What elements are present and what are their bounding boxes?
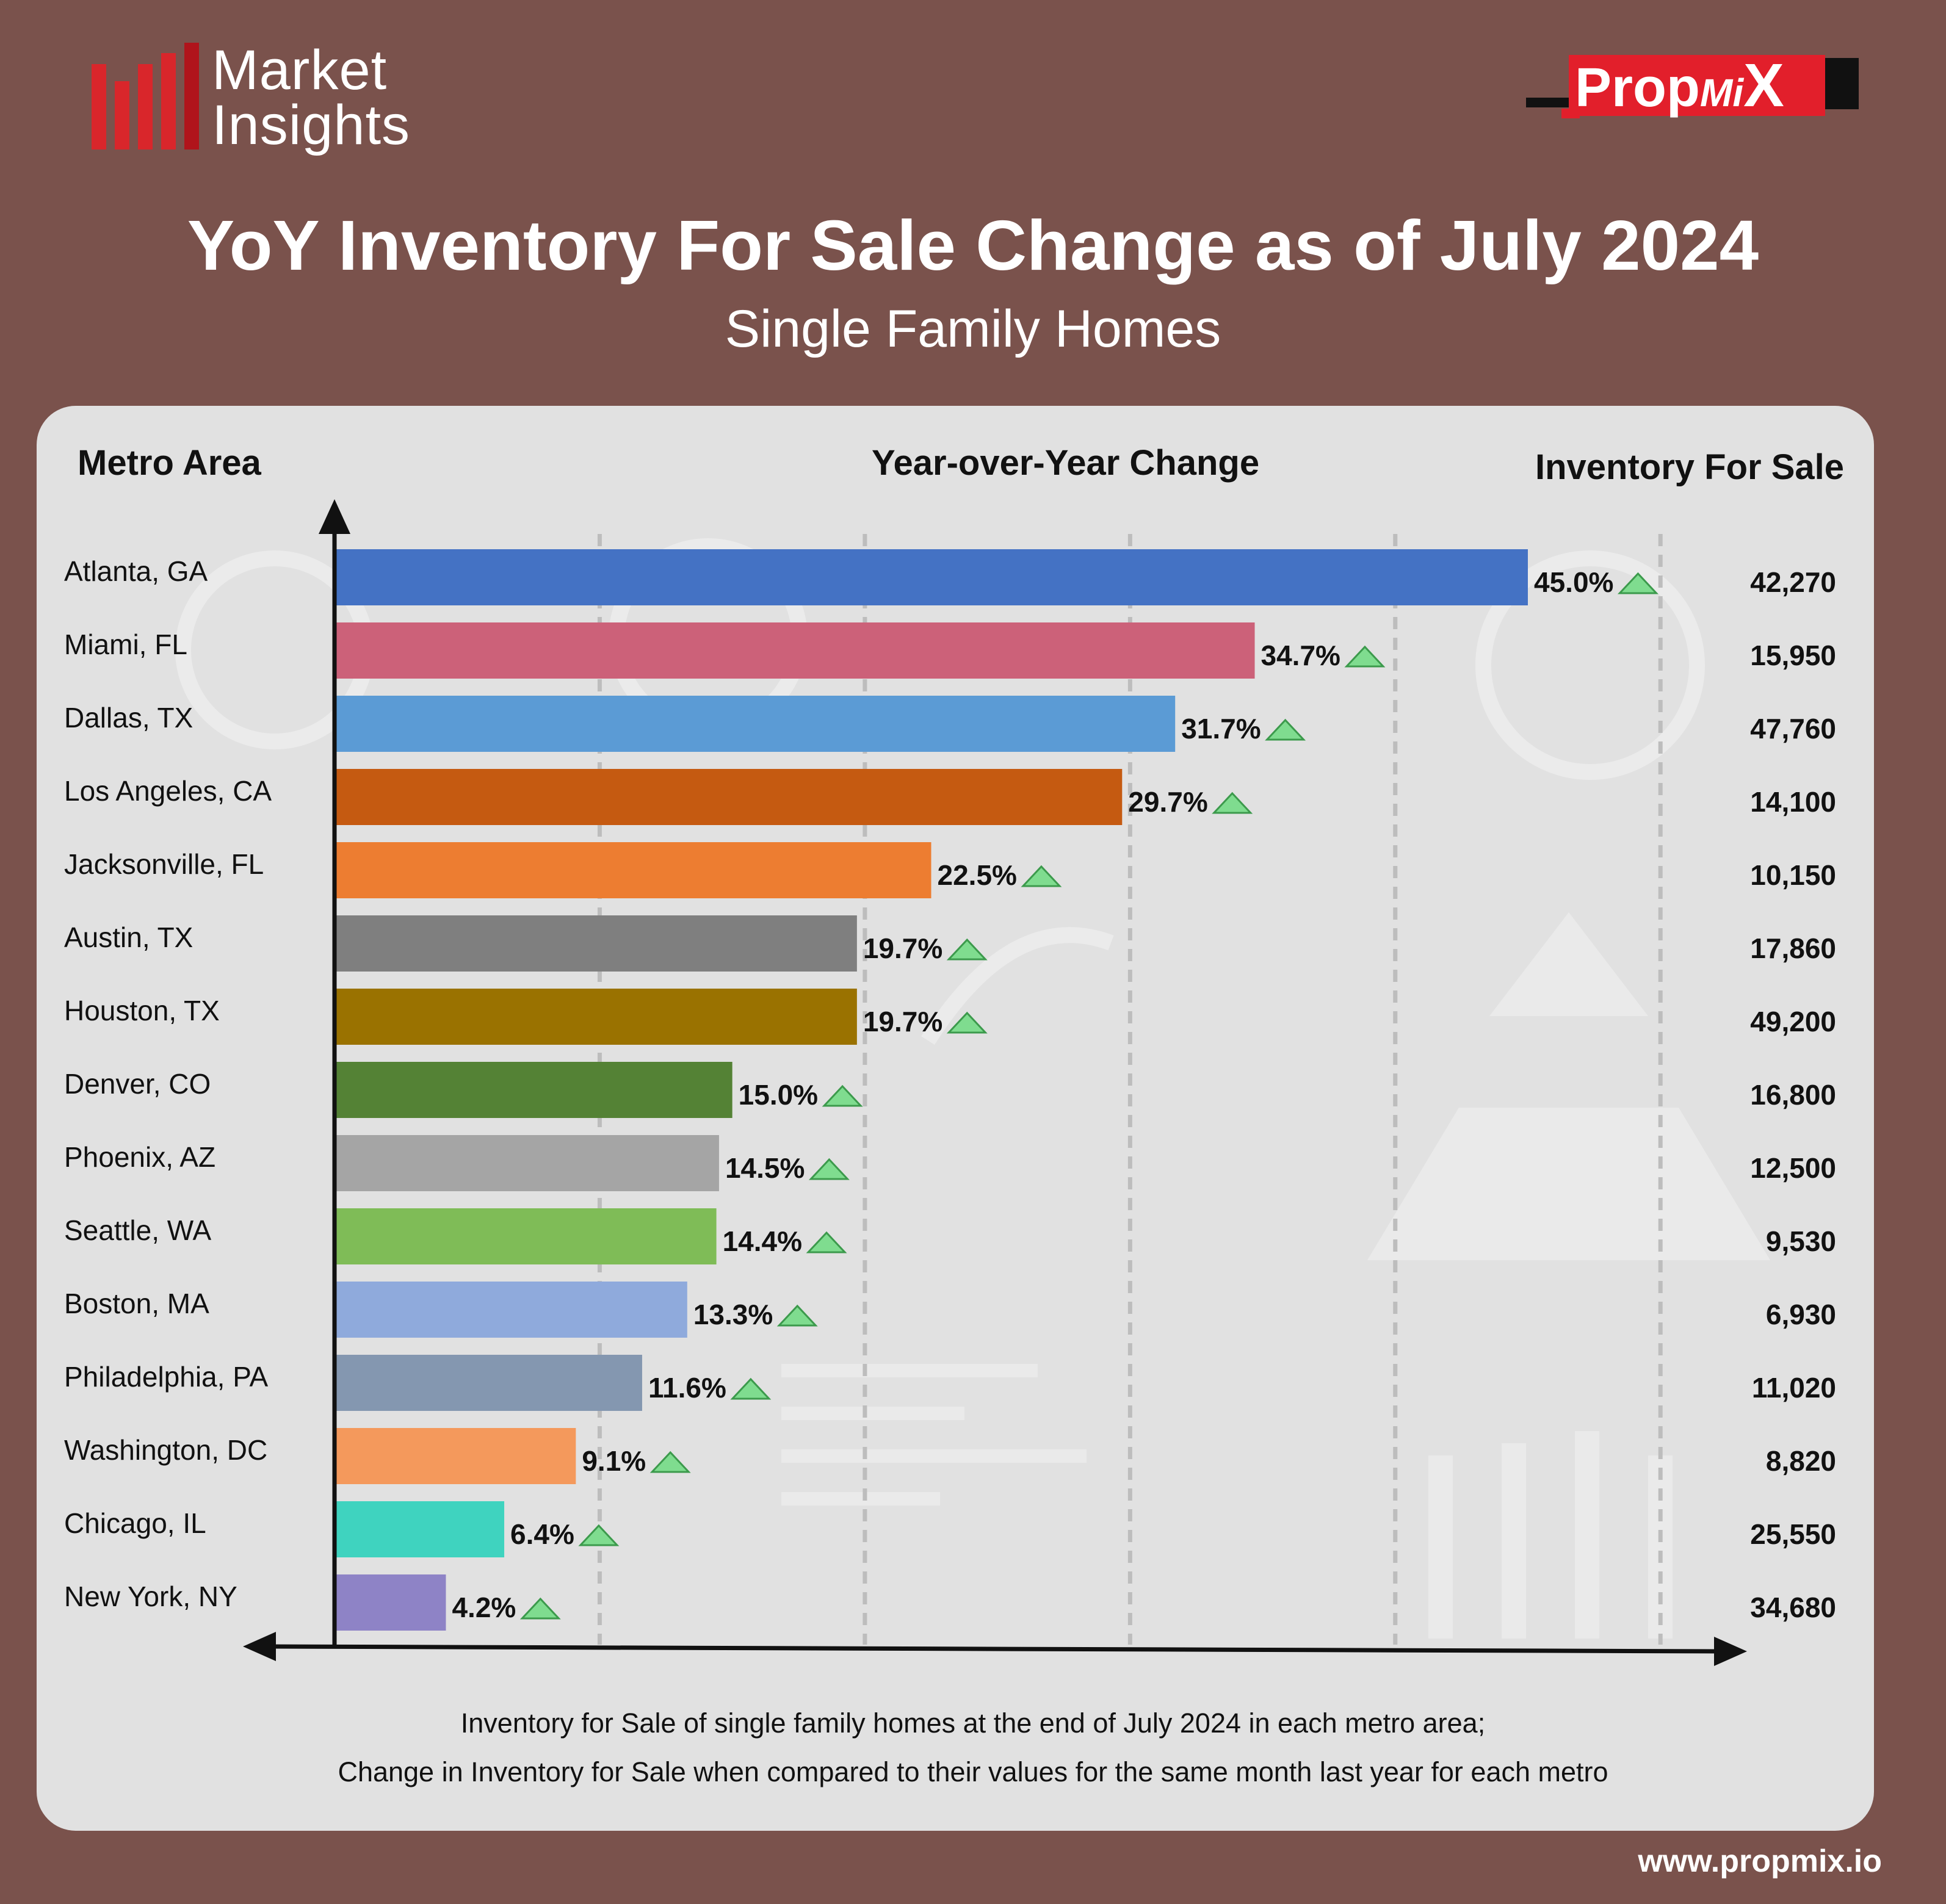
up-triangle-icon [808,1158,850,1180]
inventory-value: 6,930 [1766,1299,1836,1330]
category-label: Philadelphia, PA [64,1361,268,1393]
bar [335,1574,446,1631]
bar [335,915,857,972]
category-label: Miami, FL [64,629,187,660]
up-triangle-icon [649,1451,691,1473]
bar-chart-icon [92,43,199,150]
category-label: Chicago, IL [64,1507,206,1539]
propmix-logo: PropMiX [1526,55,1859,125]
up-triangle-icon [578,1524,620,1546]
up-triangle-icon [1212,792,1253,814]
y-axis-arrow-icon [319,499,350,534]
value-label: 14.5% [725,1152,805,1184]
up-triangle-icon [822,1084,863,1107]
inventory-value: 8,820 [1766,1445,1836,1477]
inventory-value: 34,680 [1750,1592,1836,1623]
brand-line-2: Insights [212,94,411,156]
up-triangle-icon [776,1304,818,1327]
inventory-value: 11,020 [1752,1372,1836,1404]
bar [335,1355,642,1411]
value-label: 6.4% [510,1518,574,1550]
column-header-inventory: Inventory For Sale [1535,447,1845,487]
up-triangle-icon [1021,865,1062,887]
value-label: 4.2% [452,1592,516,1623]
category-label: Austin, TX [64,921,193,953]
chart-subtitle: Single Family Homes [725,300,1221,358]
value-label: 31.7% [1181,713,1261,745]
category-label: Phoenix, AZ [64,1141,215,1173]
category-label: Jacksonville, FL [64,848,264,880]
bar [335,1501,505,1557]
inventory-value: 47,760 [1750,713,1836,745]
value-label: 11.6% [648,1372,726,1404]
inventory-value: 10,150 [1750,859,1836,891]
value-label: 15.0% [739,1079,818,1111]
up-triangle-icon [1344,645,1386,668]
value-label: 13.3% [693,1299,773,1330]
bar [335,842,931,898]
category-label: Boston, MA [64,1288,209,1319]
category-label: Houston, TX [64,995,220,1026]
inventory-value: 16,800 [1750,1079,1836,1111]
footnote-line-1: Inventory for Sale of single family home… [460,1707,1486,1739]
market-insights-brand: Market Insights [92,39,411,156]
value-label: 14.4% [723,1225,802,1257]
column-header-metro: Metro Area [78,443,261,483]
up-triangle-icon [519,1597,561,1620]
up-triangle-icon [806,1231,847,1253]
inventory-value: 9,530 [1766,1225,1836,1257]
bar [335,622,1255,679]
x-axis-left-arrow-icon [243,1632,276,1661]
brand-line-1: Market [212,39,388,101]
up-triangle-icon [1617,572,1658,594]
category-label: Dallas, TX [64,702,193,734]
category-label: Washington, DC [64,1434,267,1466]
bar [335,1062,732,1118]
inventory-value: 49,200 [1750,1006,1836,1037]
inventory-value: 12,500 [1750,1152,1836,1184]
website-url: www.propmix.io [1638,1844,1882,1879]
inventory-value: 15,950 [1750,640,1836,671]
inventory-value: 17,860 [1750,932,1836,964]
bar [335,769,1123,825]
logo-suffix: X [1743,51,1784,120]
value-label: 34.7% [1261,640,1340,671]
value-label: 9.1% [582,1445,646,1477]
x-axis-right-arrow-icon [1714,1637,1747,1666]
up-triangle-icon [946,1011,988,1034]
logo-prefix: Prop [1575,57,1701,118]
column-header-change: Year-over-Year Change [872,443,1260,483]
value-label: 19.7% [863,1006,942,1037]
up-triangle-icon [946,938,988,961]
up-triangle-icon [1265,718,1306,741]
value-label: 29.7% [1128,786,1207,818]
bar [335,1282,687,1338]
category-label: Los Angeles, CA [64,775,272,807]
category-label: New York, NY [64,1581,237,1612]
value-label: 45.0% [1534,566,1613,598]
category-label: Denver, CO [64,1068,211,1100]
category-label: Atlanta, GA [64,555,208,587]
bar [335,989,857,1045]
up-triangle-icon [730,1377,772,1400]
value-label: 19.7% [863,932,942,964]
bar [335,1428,576,1484]
inventory-value: 42,270 [1750,566,1836,598]
logo-mid: Mi [1700,71,1744,115]
inventory-value: 14,100 [1750,786,1836,818]
bar [335,1135,719,1191]
chart-title: YoY Inventory For Sale Change as of July… [187,206,1759,285]
footnote-line-2: Change in Inventory for Sale when compar… [338,1756,1608,1787]
category-label: Seattle, WA [64,1214,211,1246]
bar [335,696,1176,752]
decorative-watermark [175,538,1770,1639]
bar [335,1208,717,1264]
inventory-value: 25,550 [1750,1518,1836,1550]
value-label: 22.5% [938,859,1017,891]
x-axis-line [268,1644,1722,1654]
bar [335,549,1528,605]
